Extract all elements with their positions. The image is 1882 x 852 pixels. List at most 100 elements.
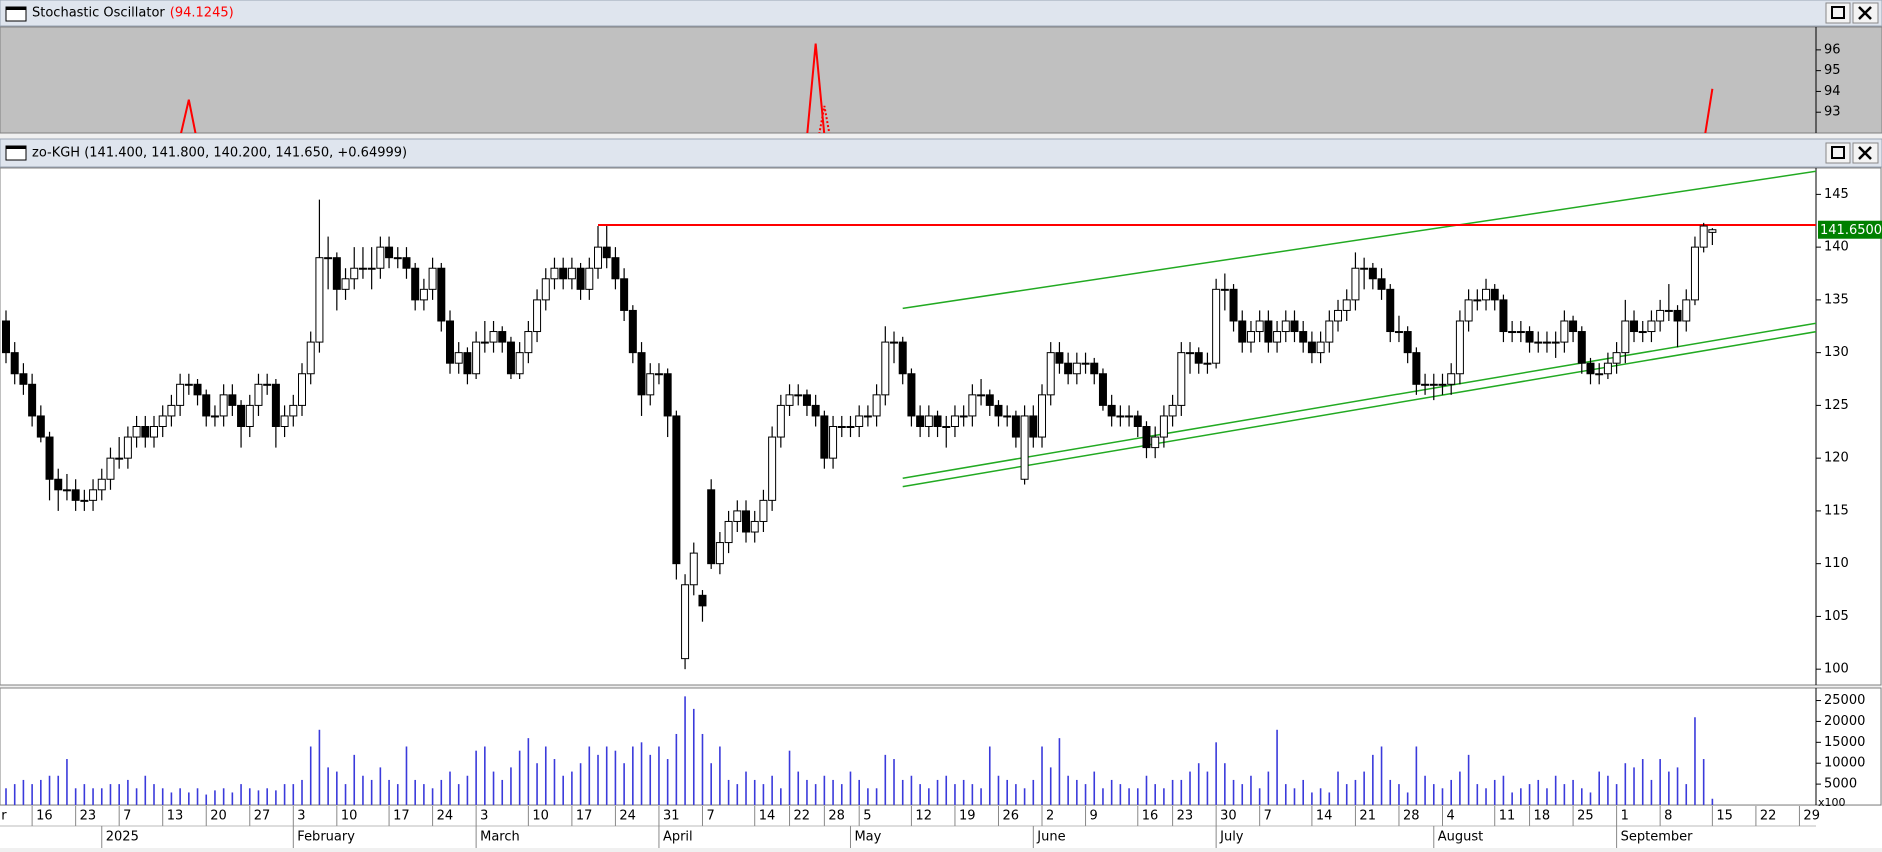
date-label: 4 — [1446, 809, 1454, 824]
candle-body — [811, 404, 820, 417]
candle-body — [1551, 341, 1560, 344]
y-tick-label: 100 — [1824, 662, 1849, 677]
candle-body — [1116, 415, 1125, 418]
axes: 9394959610010511011512012513013514014514… — [1, 42, 1882, 848]
candle-body — [1542, 341, 1551, 344]
candle-body — [1238, 320, 1247, 343]
candle-body — [332, 257, 341, 290]
candle-body — [802, 394, 811, 406]
candle-body — [472, 341, 481, 375]
date-axis — [0, 806, 1882, 848]
candle-body — [254, 383, 263, 406]
window-title: zo-KGH (141.400, 141.800, 140.200, 141.6… — [32, 146, 407, 161]
oscillator-line — [180, 99, 197, 133]
candle-body — [637, 352, 646, 396]
candle-body — [1264, 320, 1273, 343]
candle-body — [1360, 267, 1369, 270]
date-label: 28 — [1403, 809, 1420, 824]
date-label: 19 — [959, 809, 976, 824]
candle-body — [646, 373, 655, 396]
candle-body — [280, 415, 289, 427]
candle-body — [28, 383, 37, 417]
month-label: July — [1219, 830, 1244, 845]
candle-body — [1177, 352, 1186, 406]
maximize-button[interactable] — [1825, 142, 1851, 164]
candle-body — [184, 383, 193, 386]
date-label: 28 — [828, 809, 845, 824]
date-label: 7 — [706, 809, 714, 824]
candle-body — [794, 394, 803, 397]
candle-body — [1334, 309, 1343, 322]
candle-body — [602, 246, 611, 259]
window-icon-bar — [6, 146, 26, 149]
price-plot — [2, 170, 1816, 670]
candle-body — [289, 404, 298, 417]
candle-body — [402, 257, 411, 269]
candle-body — [193, 383, 202, 396]
date-label: 14 — [1316, 809, 1333, 824]
candle-body — [1516, 331, 1525, 334]
month-label: June — [1036, 830, 1065, 845]
month-label: April — [663, 830, 693, 845]
y-tick-label: 105 — [1824, 609, 1849, 624]
candle-body — [245, 404, 254, 427]
candle-body — [489, 331, 498, 343]
candle-body — [1673, 309, 1682, 322]
date-label: 22 — [1760, 809, 1777, 824]
candle-body — [968, 394, 977, 417]
y-tick-label: 130 — [1824, 345, 1849, 360]
candle-body — [1020, 415, 1029, 480]
y-tick-label: 15000 — [1824, 735, 1865, 750]
candle-body — [1290, 320, 1299, 333]
candle-body — [1064, 362, 1073, 375]
candle-body — [1281, 320, 1290, 333]
y-tick-label: 120 — [1824, 451, 1849, 466]
candle-body — [977, 394, 986, 397]
date-label: 31 — [663, 809, 680, 824]
month-label: August — [1438, 830, 1484, 845]
date-label: 12 — [915, 809, 932, 824]
y-tick-label: 125 — [1824, 398, 1849, 413]
candle-body — [1125, 415, 1134, 418]
channel-line — [902, 330, 1816, 488]
candle-body — [454, 352, 463, 364]
maximize-button[interactable] — [1825, 2, 1851, 24]
last-price-label: 141.6500 — [1820, 223, 1882, 238]
candle-body — [541, 278, 550, 301]
candle-body — [628, 309, 637, 354]
candle-body — [1107, 404, 1116, 417]
candle-body — [176, 383, 185, 406]
candle-body — [724, 520, 733, 544]
close-button[interactable] — [1852, 142, 1879, 164]
candle-body — [237, 404, 246, 427]
candle-body — [2, 320, 10, 354]
candle-body — [210, 415, 219, 418]
y-tick-label: 135 — [1824, 292, 1849, 307]
candle-body — [123, 436, 132, 459]
candle-body — [863, 415, 872, 418]
date-label: 26 — [1002, 809, 1019, 824]
month-label: 2025 — [106, 830, 139, 845]
candle-body — [1133, 415, 1142, 427]
candle-body — [585, 267, 594, 290]
candle-body — [1055, 352, 1064, 364]
candle-body — [271, 383, 280, 428]
date-label: 20 — [210, 809, 227, 824]
candle-body — [1534, 341, 1543, 344]
y-tick-label: 10000 — [1824, 756, 1865, 771]
date-label: 23 — [1177, 809, 1194, 824]
candle-body — [19, 373, 28, 385]
candle-body — [202, 394, 211, 417]
candle-body — [985, 394, 994, 406]
date-label: 22 — [794, 809, 811, 824]
month-label: September — [1621, 830, 1694, 845]
title-bar — [0, 138, 1882, 168]
candle-body — [376, 246, 385, 269]
candle-body — [1046, 352, 1055, 396]
candle-body — [1377, 278, 1386, 290]
candle-body — [1220, 288, 1229, 291]
candle-body — [698, 594, 707, 607]
close-button[interactable] — [1852, 2, 1879, 24]
candle-body — [385, 246, 394, 259]
date-label: 11 — [1499, 809, 1516, 824]
